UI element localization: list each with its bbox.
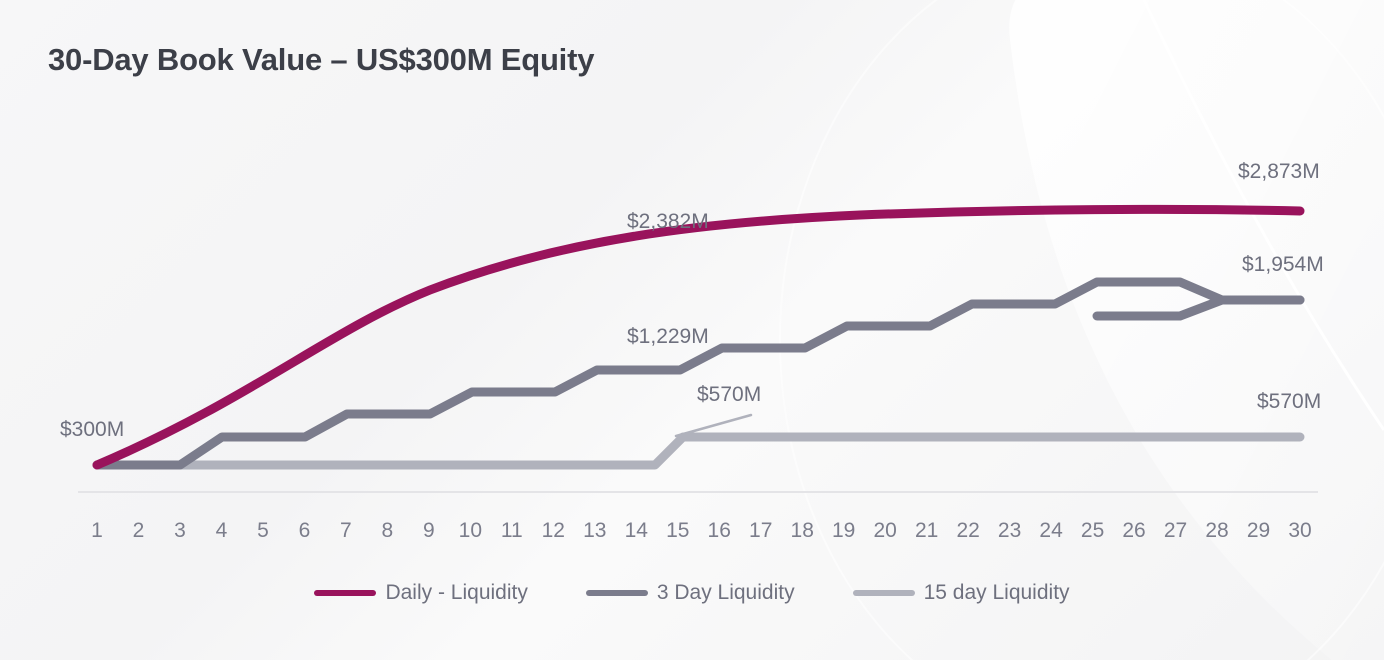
x-axis-tick-25: 25 — [1080, 519, 1105, 542]
page-title: 30-Day Book Value – US$300M Equity — [48, 42, 595, 77]
series-line-three-day-tail — [1092, 295, 1305, 321]
legend-item-three_day[interactable]: 3 Day Liquidity — [585, 581, 795, 605]
x-axis-tick-23: 23 — [997, 519, 1022, 542]
x-axis-tick-4: 4 — [215, 519, 228, 542]
x-axis-tick-1: 1 — [91, 519, 103, 542]
annotation-daily-mid: $2,382M — [627, 210, 709, 233]
annotation-three-day-end: $1,954M — [1242, 253, 1324, 276]
x-axis-tick-11: 11 — [500, 519, 523, 542]
x-axis-tick-2: 2 — [132, 519, 145, 542]
legend-item-fifteen_day[interactable]: 15 day Liquidity — [852, 581, 1070, 605]
x-axis-tick-14: 14 — [624, 519, 648, 542]
x-axis-tick-19: 19 — [832, 519, 856, 542]
x-axis-tick-10: 10 — [458, 519, 483, 542]
series-line-daily — [92, 204, 1305, 470]
legend-item-daily[interactable]: Daily - Liquidity — [314, 581, 528, 605]
annotation-start: $300M — [60, 418, 125, 441]
x-axis-tick-24: 24 — [1039, 519, 1063, 542]
x-axis-tick-27: 27 — [1163, 519, 1188, 542]
x-axis-tick-16: 16 — [707, 519, 731, 542]
x-axis-tick-30: 30 — [1288, 519, 1312, 542]
x-axis-tick-28: 28 — [1205, 519, 1229, 542]
x-axis-tick-13: 13 — [583, 519, 607, 542]
annotation-daily-end: $2,873M — [1238, 160, 1320, 183]
legend-swatch-fifteen_day — [852, 590, 915, 596]
x-axis-tick-22: 22 — [956, 519, 980, 542]
x-axis-tick-17: 17 — [749, 519, 773, 542]
legend-label-fifteen_day: 15 day Liquidity — [923, 581, 1070, 604]
fifteen-day-leader-line — [674, 413, 753, 438]
x-axis-tick-29: 29 — [1246, 519, 1271, 542]
annotation-fifteen-day-mid: $570M — [697, 383, 762, 406]
x-axis-tick-7: 7 — [340, 519, 352, 542]
chart-legend: Daily - Liquidity 3 Day Liquidity 15 day L… — [0, 581, 1384, 605]
x-axis-tick-9: 9 — [423, 519, 435, 542]
annotation-fifteen-day-end: $570M — [1257, 390, 1322, 413]
legend-label-three_day: 3 Day Liquidity — [656, 581, 795, 604]
x-axis-tick-5: 5 — [257, 519, 269, 542]
x-axis-tick-18: 18 — [790, 519, 814, 542]
legend-label-daily: Daily - Liquidity — [385, 581, 528, 604]
x-axis-tick-8: 8 — [381, 519, 394, 542]
x-axis-tick-6: 6 — [298, 519, 311, 542]
annotation-three-day-mid: $1,229M — [627, 325, 709, 348]
series-line-fifteen-day — [92, 432, 1305, 470]
x-axis-tick-15: 15 — [666, 519, 690, 542]
x-axis-tick-21: 21 — [914, 519, 939, 542]
legend-swatch-daily — [314, 590, 377, 596]
series-line-three-day — [92, 277, 1305, 470]
x-axis-tick-26: 26 — [1122, 519, 1146, 542]
x-axis-tick-20: 20 — [873, 519, 897, 542]
x-axis-tick-12: 12 — [541, 519, 565, 542]
legend-swatch-three_day — [585, 590, 648, 596]
x-axis-tick-3: 3 — [174, 519, 186, 542]
